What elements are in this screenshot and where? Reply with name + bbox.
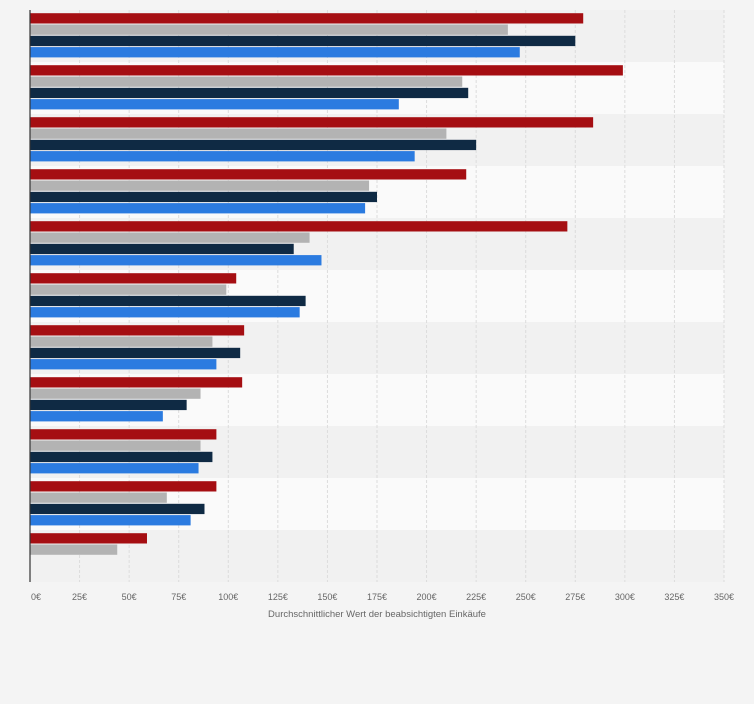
bar — [30, 325, 245, 336]
x-tick-label: 350€ — [714, 592, 734, 602]
bar — [30, 169, 467, 180]
x-tick-label: 0€ — [31, 592, 41, 602]
x-tick-label: 75€ — [171, 592, 186, 602]
bar — [30, 139, 477, 151]
bar — [30, 128, 447, 139]
bar — [30, 203, 366, 214]
x-tick-label: 50€ — [122, 592, 137, 602]
bar — [30, 47, 520, 58]
bar — [30, 429, 217, 440]
bar — [30, 336, 213, 347]
bar — [30, 255, 322, 266]
bar — [30, 503, 205, 515]
x-tick-label: 100€ — [218, 592, 238, 602]
bar — [30, 544, 118, 555]
bar — [30, 13, 584, 24]
x-tick-label: 200€ — [417, 592, 437, 602]
bar — [30, 87, 469, 99]
x-tick-label: 325€ — [664, 592, 684, 602]
bar — [30, 377, 243, 388]
bar — [30, 243, 294, 255]
x-tick-label: 300€ — [615, 592, 635, 602]
bar — [30, 191, 377, 203]
bar — [30, 515, 191, 526]
bar — [30, 451, 213, 463]
bar — [30, 273, 237, 284]
x-tick-label: 225€ — [466, 592, 486, 602]
bar — [30, 492, 167, 503]
x-tick-label: 175€ — [367, 592, 387, 602]
x-tick-label: 25€ — [72, 592, 87, 602]
bar — [30, 117, 594, 128]
bar — [30, 440, 201, 451]
bar — [30, 24, 508, 35]
x-tick-label: 125€ — [268, 592, 288, 602]
bar — [30, 232, 310, 243]
bar — [30, 399, 187, 411]
bar — [30, 463, 199, 474]
bar — [30, 76, 463, 87]
bar — [30, 99, 399, 110]
bar — [30, 533, 147, 544]
x-tick-label: 275€ — [565, 592, 585, 602]
x-axis-title: Durchschnittlicher Wert der beabsichtigt… — [268, 609, 486, 620]
x-tick-label: 150€ — [317, 592, 337, 602]
bar — [30, 65, 623, 76]
bar — [30, 388, 201, 399]
bar — [30, 295, 306, 307]
bar — [30, 284, 227, 295]
bar — [30, 347, 241, 359]
bar — [30, 481, 217, 492]
x-tick-label: 250€ — [516, 592, 536, 602]
bar — [30, 35, 576, 47]
bar — [30, 180, 370, 191]
bar — [30, 221, 568, 232]
bar — [30, 151, 415, 162]
bar — [30, 307, 300, 318]
bar — [30, 359, 217, 370]
bar — [30, 411, 163, 422]
